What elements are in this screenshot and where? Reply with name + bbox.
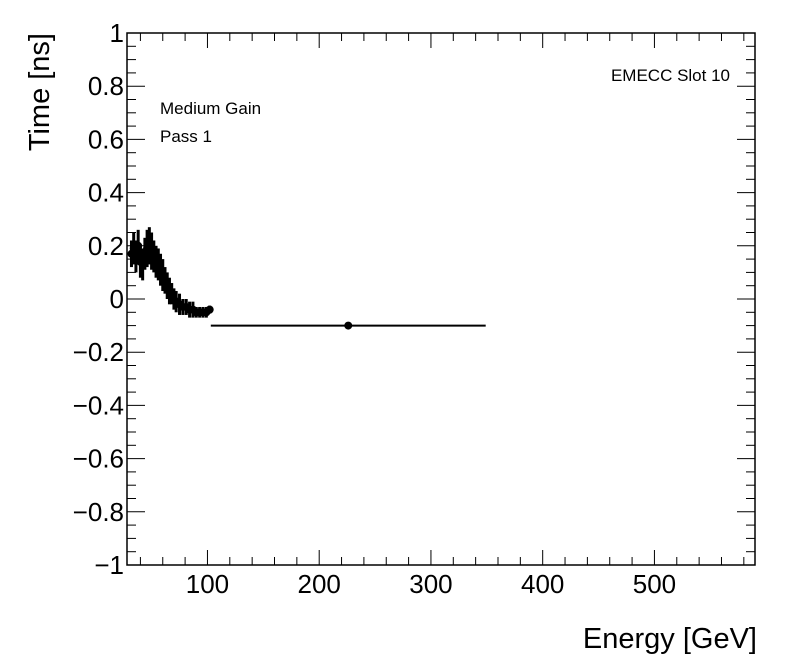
data-layer	[127, 227, 486, 330]
y-tick-label: 0	[110, 284, 124, 314]
data-marker	[344, 321, 353, 330]
annotation-pass: Pass 1	[160, 127, 212, 146]
y-tick-label: −1	[94, 550, 124, 580]
y-tick-label: 1	[110, 18, 124, 48]
y-tick-label: −0.2	[73, 337, 124, 367]
y-tick-label: −0.6	[73, 444, 124, 474]
y-axis-title: Time [ns]	[24, 33, 56, 151]
data-marker	[205, 305, 214, 314]
x-ticks: 100 200 300 400 500	[186, 569, 676, 599]
x-tick-label: 500	[633, 569, 676, 599]
y-tick-label: 0.2	[88, 231, 124, 261]
annotation-gain: Medium Gain	[160, 99, 261, 118]
y-tick-label: −0.8	[73, 497, 124, 527]
x-tick-label: 200	[298, 569, 341, 599]
data-point	[205, 305, 214, 314]
x-tick-label: 400	[521, 569, 564, 599]
data-point	[210, 321, 486, 330]
y-tick-label: −0.4	[73, 390, 124, 420]
x-axis-title: Energy [GeV]	[583, 623, 757, 655]
minor-ticks	[127, 32, 755, 566]
y-tick-label: 0.4	[88, 178, 124, 208]
y-ticks: 1 0.8 0.6 0.4 0.2 0 −0.2 −0.4 −0.6 −0.8 −1	[73, 18, 124, 580]
y-tick-label: 0.8	[88, 71, 124, 101]
x-tick-label: 100	[186, 569, 229, 599]
x-tick-label: 300	[409, 569, 452, 599]
y-tick-label: 0.6	[88, 124, 124, 154]
annotation-slot: EMECC Slot 10	[611, 66, 730, 85]
